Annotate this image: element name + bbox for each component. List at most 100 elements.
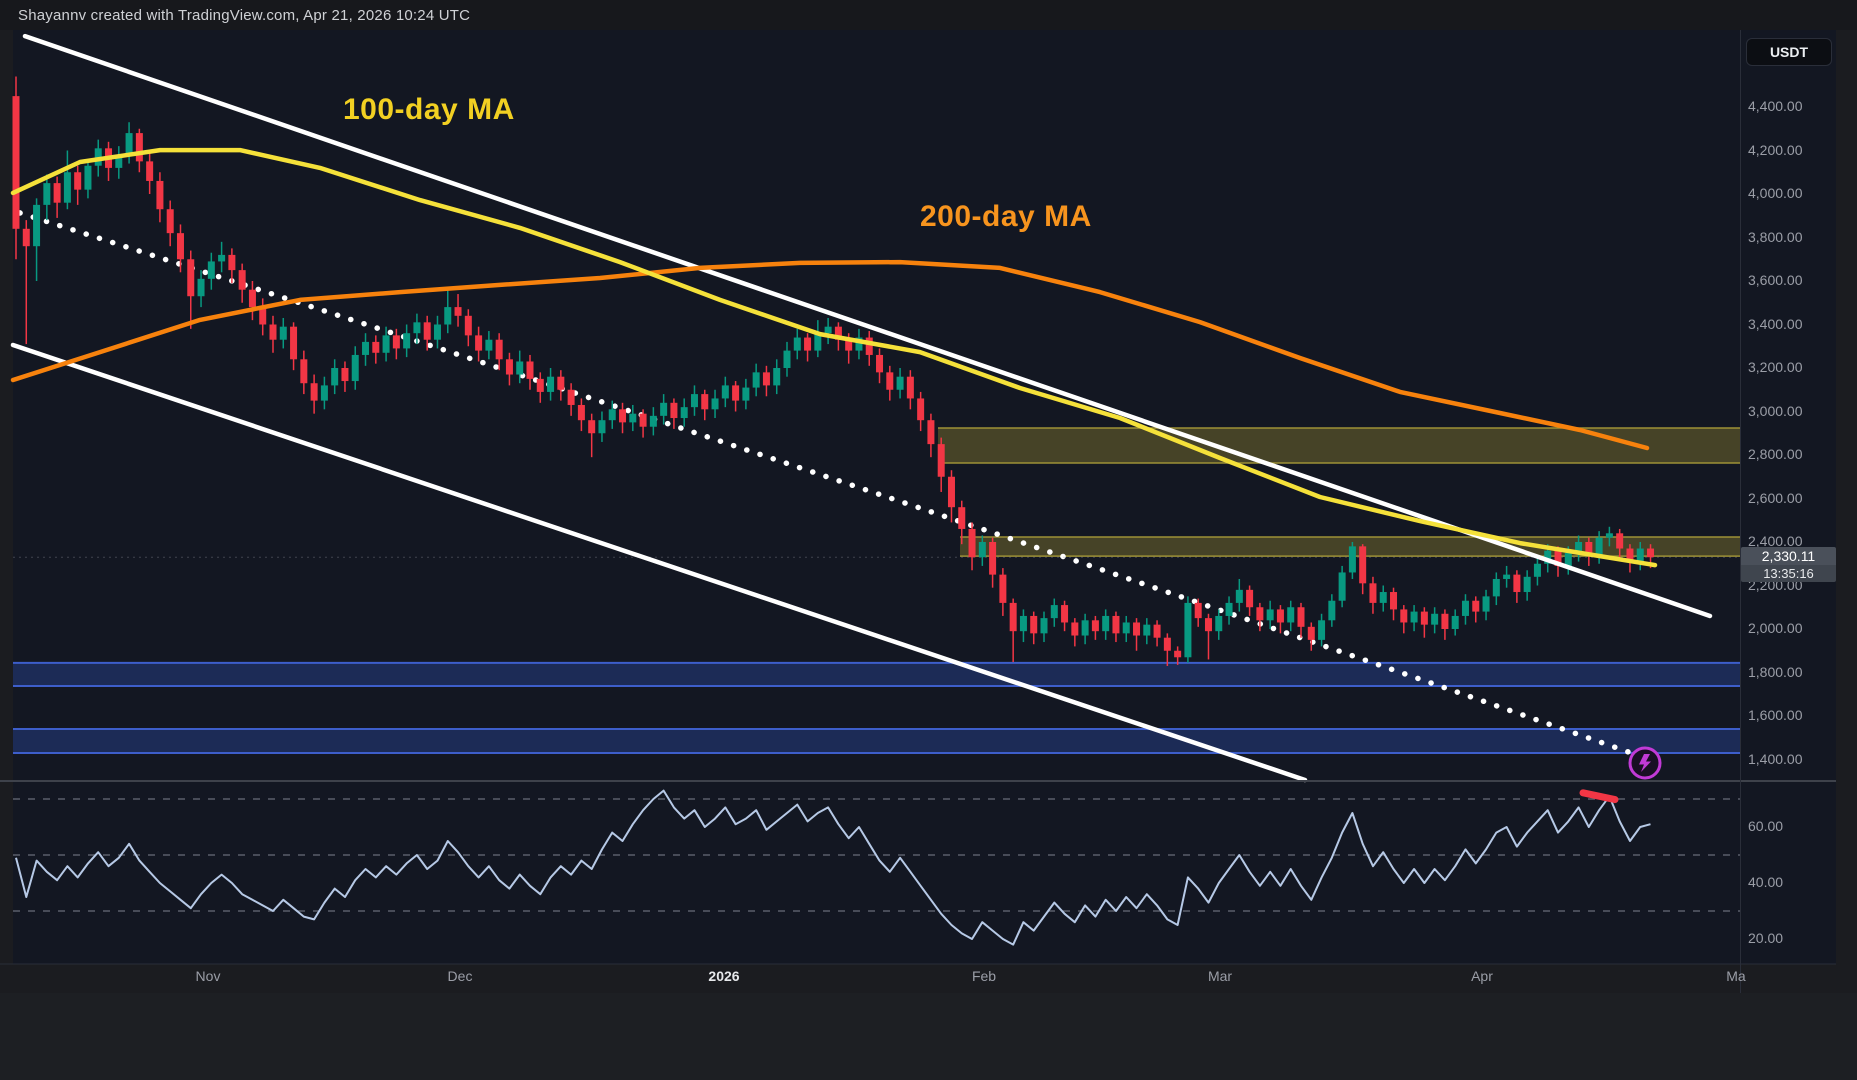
candle	[773, 368, 781, 386]
price-tick-label: 4,400.00	[1748, 98, 1803, 114]
rsi-tick-label: 20.00	[1748, 930, 1784, 946]
candle	[1431, 613, 1439, 625]
candle	[238, 270, 246, 290]
candle	[619, 409, 627, 423]
candle	[413, 322, 421, 334]
candle	[1472, 600, 1480, 612]
candle	[12, 96, 20, 229]
candle	[1102, 615, 1110, 632]
bar-countdown: 13:35:16	[1741, 565, 1836, 582]
candle	[958, 507, 966, 529]
lightning-bolt-icon	[1639, 753, 1651, 772]
candle	[228, 254, 236, 271]
candle	[43, 183, 51, 205]
ma100-line	[10, 147, 1658, 568]
support-zone	[13, 729, 1740, 753]
price-tick-label: 4,000.00	[1748, 185, 1803, 201]
candle	[84, 165, 92, 190]
candle	[403, 333, 411, 349]
candle	[1071, 622, 1079, 636]
candle	[341, 368, 349, 382]
candle	[166, 209, 174, 234]
candle	[33, 204, 41, 247]
candle	[608, 409, 616, 421]
candle	[290, 326, 298, 360]
candle	[1194, 602, 1202, 619]
price-tick-label: 3,400.00	[1748, 316, 1803, 332]
candle	[1009, 602, 1017, 632]
candle	[1503, 574, 1511, 579]
month-label: Feb	[971, 968, 997, 984]
candle	[1328, 600, 1336, 621]
candle	[1184, 602, 1192, 658]
month-label: Apr	[1471, 968, 1493, 984]
attribution-bar: Shayannv created with TradingView.com, A…	[0, 0, 1857, 30]
candle	[1287, 607, 1295, 623]
candle	[588, 420, 596, 434]
candle	[721, 385, 729, 399]
candle	[814, 333, 822, 351]
price-tick-label: 3,800.00	[1748, 229, 1803, 245]
currency-toggle-badge[interactable]: USDT	[1746, 38, 1832, 66]
last-price-label: 2,330.11 13:35:16	[1741, 547, 1836, 582]
month-label: Mar	[1207, 968, 1233, 984]
candle	[207, 261, 215, 279]
candle	[1050, 605, 1058, 619]
candle	[248, 289, 256, 308]
resistance-zone	[938, 428, 1740, 464]
candle	[187, 259, 195, 297]
candle	[74, 172, 82, 190]
candle	[115, 154, 123, 168]
candle	[485, 339, 493, 351]
candle	[989, 542, 997, 575]
candle	[1112, 615, 1120, 634]
candle	[999, 574, 1007, 603]
candle	[1276, 609, 1284, 623]
candle	[947, 476, 955, 508]
chart-plot-area[interactable]	[13, 30, 1836, 964]
candle	[1441, 613, 1449, 629]
candle	[1575, 542, 1583, 553]
candle	[300, 359, 308, 384]
candle	[1174, 650, 1182, 658]
candle	[351, 354, 359, 382]
candle	[526, 361, 534, 379]
candle	[1122, 622, 1130, 634]
candle	[1040, 618, 1048, 634]
candle	[670, 402, 678, 419]
candle	[690, 394, 698, 408]
candle	[1492, 578, 1500, 597]
candle	[269, 324, 277, 340]
price-tick-label: 1,800.00	[1748, 664, 1803, 680]
candle	[22, 228, 30, 247]
candle	[1163, 637, 1171, 651]
candle	[1451, 615, 1459, 629]
support-zone	[13, 662, 1740, 686]
candle	[1647, 548, 1655, 558]
candle	[331, 368, 339, 386]
candle	[475, 335, 483, 351]
candle	[845, 339, 853, 351]
candle	[1307, 626, 1315, 640]
candle	[505, 359, 513, 375]
candle	[259, 307, 267, 325]
candle	[1523, 576, 1531, 593]
candle	[1133, 622, 1141, 636]
candle	[598, 420, 606, 434]
candle	[1348, 546, 1356, 573]
candle	[433, 324, 441, 340]
candle	[1400, 609, 1408, 623]
candle	[310, 383, 318, 401]
candle	[125, 133, 133, 155]
candle	[53, 183, 61, 203]
candle	[906, 376, 914, 399]
month-label: Nov	[195, 968, 221, 984]
candle	[886, 372, 894, 390]
candle	[1544, 550, 1552, 564]
candle	[1297, 607, 1305, 627]
month-label: Ma	[1726, 968, 1746, 984]
candle	[783, 350, 791, 368]
rsi-tick-label: 40.00	[1748, 874, 1784, 890]
candle	[793, 337, 801, 351]
